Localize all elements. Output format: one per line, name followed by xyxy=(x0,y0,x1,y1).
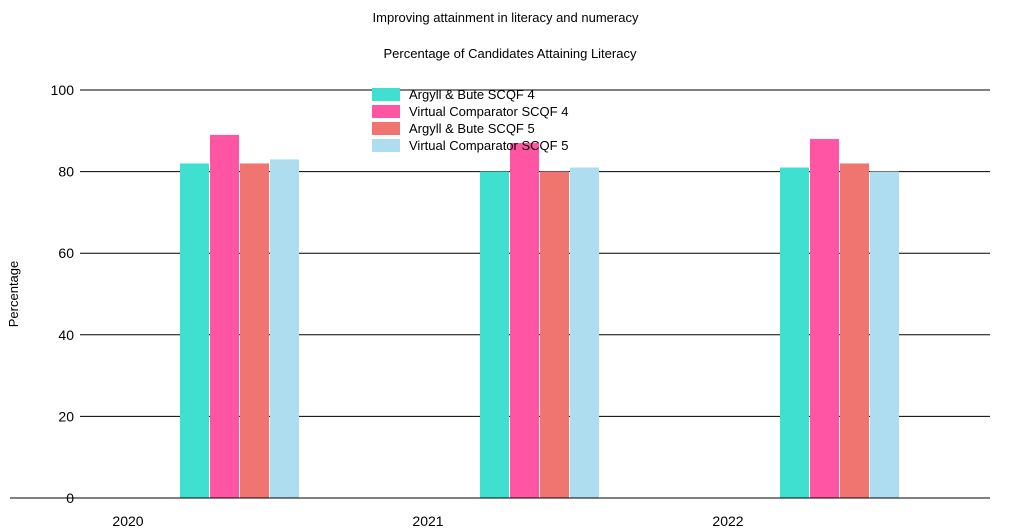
bar xyxy=(180,163,209,498)
bar xyxy=(540,171,569,498)
legend-label: Argyll & Bute SCQF 5 xyxy=(409,121,535,136)
legend-swatch xyxy=(372,122,400,135)
bar xyxy=(570,167,599,498)
x-tick-label: 2021 xyxy=(412,513,443,528)
legend-label: Virtual Comparator SCQF 5 xyxy=(409,138,569,153)
legend-swatch xyxy=(372,88,400,101)
bar xyxy=(870,171,899,498)
y-tick-label: 20 xyxy=(58,408,74,424)
bar xyxy=(480,171,509,498)
x-tick-label: 2022 xyxy=(712,513,743,528)
legend-label: Virtual Comparator SCQF 4 xyxy=(409,104,569,119)
bar xyxy=(510,143,539,498)
chart-title: Percentage of Candidates Attaining Liter… xyxy=(383,46,637,61)
y-tick-label: 100 xyxy=(51,82,75,98)
legend-item: Virtual Comparator SCQF 4 xyxy=(372,103,568,120)
y-tick-label: 40 xyxy=(58,327,74,343)
bar xyxy=(810,138,839,498)
bar xyxy=(840,163,869,498)
legend-item: Argyll & Bute SCQF 5 xyxy=(372,120,568,137)
legend-swatch xyxy=(372,105,400,118)
legend-label: Argyll & Bute SCQF 4 xyxy=(409,87,535,102)
y-tick-label: 80 xyxy=(58,164,74,180)
page-title: Improving attainment in literacy and num… xyxy=(372,10,639,25)
bar xyxy=(780,167,809,498)
legend-swatch xyxy=(372,139,400,152)
y-tick-label: 60 xyxy=(58,245,74,261)
chart-legend: Argyll & Bute SCQF 4 Virtual Comparator S… xyxy=(372,86,568,154)
chart-area: 0 20 40 60 80 100 Percentage 2020 2021 2022 xyxy=(0,60,1011,528)
legend-item: Argyll & Bute SCQF 4 xyxy=(372,86,568,103)
legend-item: Virtual Comparator SCQF 5 xyxy=(372,137,568,154)
x-tick-label: 2020 xyxy=(112,513,143,528)
bar xyxy=(210,134,239,498)
y-axis-title: Percentage xyxy=(6,261,21,328)
bar xyxy=(270,159,299,499)
bar xyxy=(240,163,269,498)
